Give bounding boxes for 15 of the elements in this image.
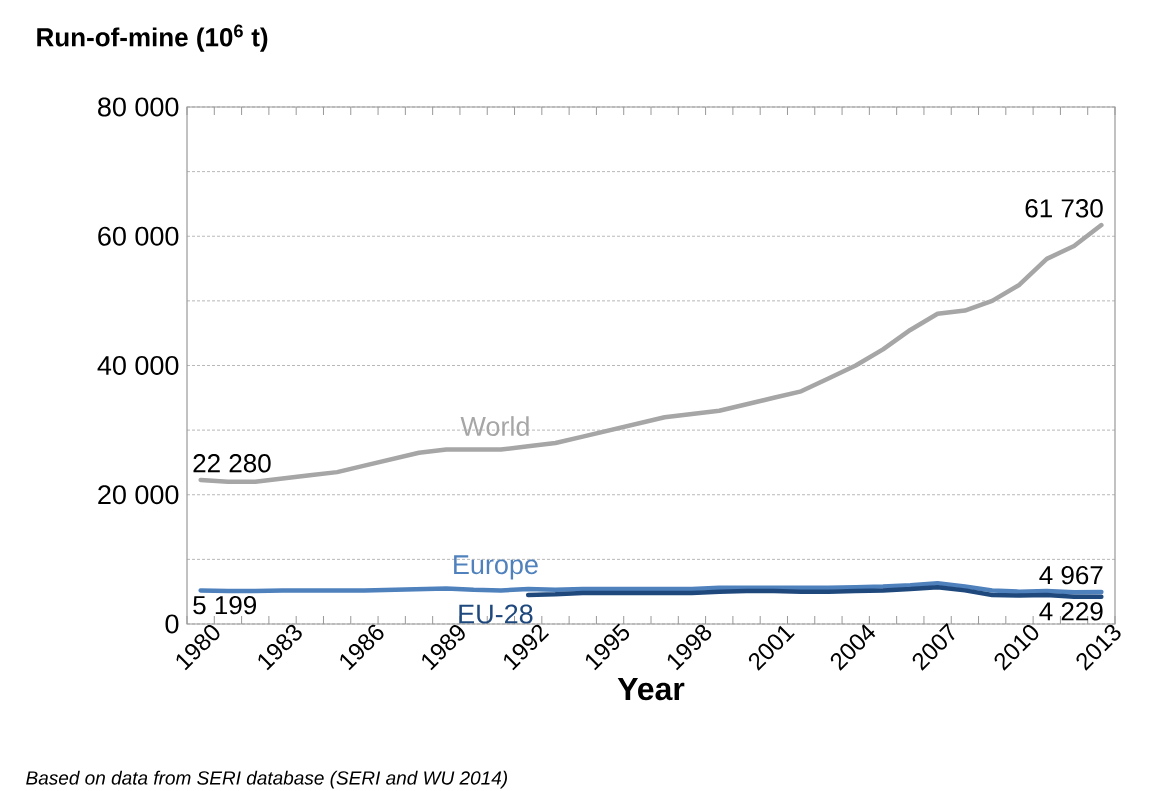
series-label: World: [460, 416, 529, 436]
y-tick-label: 80 000: [98, 97, 179, 117]
text: Based on data from SERI database (SERI and WU 2014): [26, 770, 507, 789]
data-label: 5 199: [193, 595, 256, 615]
x-axis-title: Year: [617, 677, 685, 701]
y-tick-label: 60 000: [98, 226, 179, 246]
data-label: 61 730: [1025, 199, 1103, 218]
y-tick-label: 20 000: [98, 485, 179, 505]
data-label: 4 967: [1039, 565, 1103, 585]
series-label: EU-28: [459, 604, 533, 624]
series-label: Europe: [454, 555, 538, 580]
y-axis-title: Run-of-mine (10$^{6}$ t): [37, 24, 268, 52]
y-tick-label: 40 000: [97, 355, 179, 376]
data-label: 4 229: [1039, 602, 1103, 621]
data-label: 22 280: [193, 454, 271, 473]
